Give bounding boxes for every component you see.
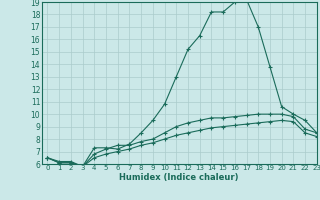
- X-axis label: Humidex (Indice chaleur): Humidex (Indice chaleur): [119, 173, 239, 182]
